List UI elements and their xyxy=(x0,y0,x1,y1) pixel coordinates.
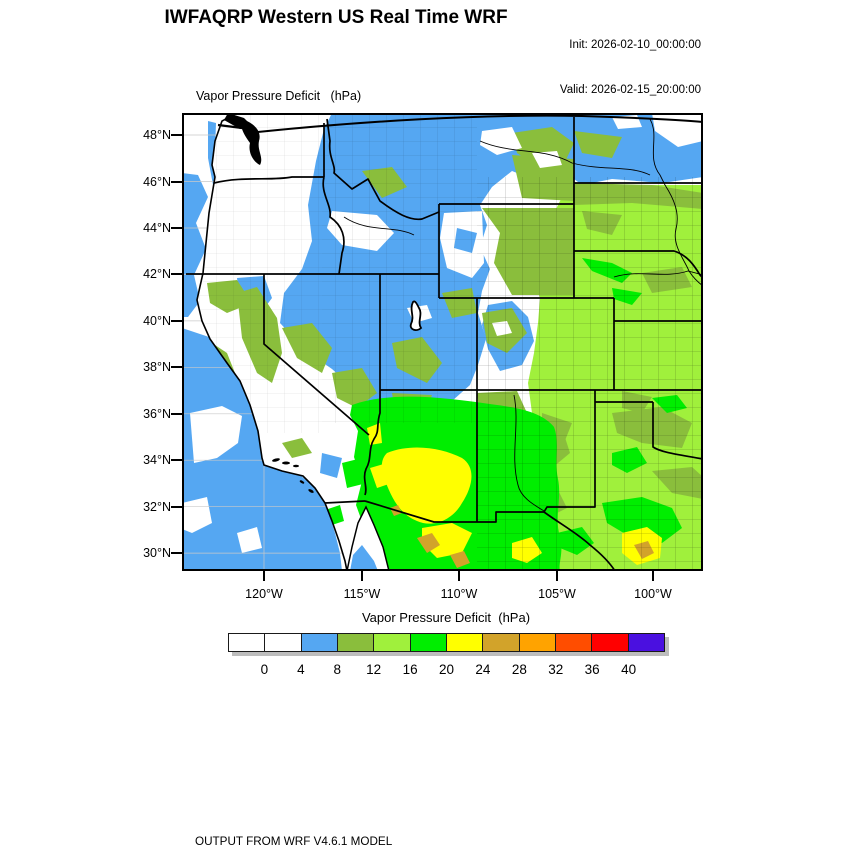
lon-tick-mark xyxy=(263,571,265,581)
colorbar-cell xyxy=(336,633,375,652)
wrf-map xyxy=(182,113,703,571)
colorbar-tick-label: 28 xyxy=(511,662,527,677)
lat-tick-mark xyxy=(171,459,182,461)
lat-tick-label: 46°N xyxy=(143,175,171,189)
lat-tick-mark xyxy=(171,506,182,508)
lon-tick-label: 100°W xyxy=(634,587,672,601)
colorbar-tick-label: 20 xyxy=(439,662,455,677)
colorbar-cell xyxy=(445,633,484,652)
lon-tick-mark xyxy=(556,571,558,581)
channel-islands xyxy=(272,458,314,493)
lon-tick-label: 110°W xyxy=(440,587,478,601)
colorbar-cell xyxy=(228,633,266,652)
gulf-of-california xyxy=(346,505,390,571)
lon-tick-label: 105°W xyxy=(538,587,576,601)
great-salt-lake xyxy=(409,300,423,331)
lat-tick-label: 36°N xyxy=(143,407,171,421)
vpd-filled-contours xyxy=(197,113,703,571)
lon-tick-label: 120°W xyxy=(245,587,283,601)
colorbar xyxy=(228,633,665,652)
lat-tick-label: 34°N xyxy=(143,453,171,467)
lon-tick-label: 115°W xyxy=(343,587,381,601)
lat-tick-label: 48°N xyxy=(143,128,171,142)
colorbar-tick-label: 0 xyxy=(260,662,269,677)
colorbar-cell xyxy=(264,633,302,652)
map-variable-title: Vapor Pressure Deficit (hPa) xyxy=(196,89,362,103)
lat-tick-mark xyxy=(171,181,182,183)
colorbar-cell xyxy=(482,633,520,652)
colorbar-tick-label: 16 xyxy=(402,662,418,677)
colorbar-tick-label: 40 xyxy=(621,662,637,677)
lat-tick-label: 30°N xyxy=(143,546,171,560)
colorbar-cell xyxy=(554,633,593,652)
lat-tick-mark xyxy=(171,134,182,136)
footnote-line1: OUTPUT FROM WRF V4.6.1 MODEL xyxy=(195,835,393,848)
lat-tick-mark xyxy=(171,227,182,229)
colorbar-tick-label: 12 xyxy=(366,662,382,677)
colorbar-tick-label: 4 xyxy=(297,662,305,677)
state-borders xyxy=(186,114,703,571)
colorbar-cell xyxy=(627,633,665,652)
rivers xyxy=(343,118,703,512)
map-frame xyxy=(182,113,703,571)
run-info: Init: 2026-02-10_00:00:00 Valid: 2026-02… xyxy=(560,8,701,128)
lat-tick-label: 40°N xyxy=(143,314,171,328)
puget-sound xyxy=(217,113,262,165)
colorbar-tick-label: 36 xyxy=(584,662,600,677)
lon-tick-mark xyxy=(652,571,654,581)
model-footnote: OUTPUT FROM WRF V4.6.1 MODEL WE = 310 ; … xyxy=(195,806,655,850)
colorbar-cell xyxy=(409,633,447,652)
init-time: Init: 2026-02-10_00:00:00 xyxy=(569,39,701,51)
colorbar-cell xyxy=(518,633,556,652)
lat-tick-label: 38°N xyxy=(143,360,171,374)
lat-tick-label: 32°N xyxy=(143,500,171,514)
page-title: IWFAQRP Western US Real Time WRF xyxy=(164,7,508,28)
map-canvas xyxy=(182,113,703,571)
lat-tick-mark xyxy=(171,320,182,322)
lat-tick-label: 42°N xyxy=(143,267,171,281)
ocean-dry-patches xyxy=(182,406,262,553)
colorbar-title: Vapor Pressure Deficit (hPa) xyxy=(361,610,531,625)
coastline xyxy=(196,113,348,571)
lat-tick-mark xyxy=(171,273,182,275)
colorbar-cell xyxy=(373,633,411,652)
colorbar-tick-label: 24 xyxy=(475,662,491,677)
colorbar-tick-label: 32 xyxy=(548,662,564,677)
colorbar-cell xyxy=(300,633,338,652)
colorbar-tick-label: 8 xyxy=(333,662,342,677)
lat-tick-label: 44°N xyxy=(143,221,171,235)
colorbar-cell xyxy=(591,633,629,652)
lat-tick-mark xyxy=(171,552,182,554)
lat-tick-mark xyxy=(171,366,182,368)
lon-tick-mark xyxy=(458,571,460,581)
lon-tick-mark xyxy=(361,571,363,581)
lat-tick-mark xyxy=(171,413,182,415)
valid-time: Valid: 2026-02-15_20:00:00 xyxy=(559,84,701,96)
